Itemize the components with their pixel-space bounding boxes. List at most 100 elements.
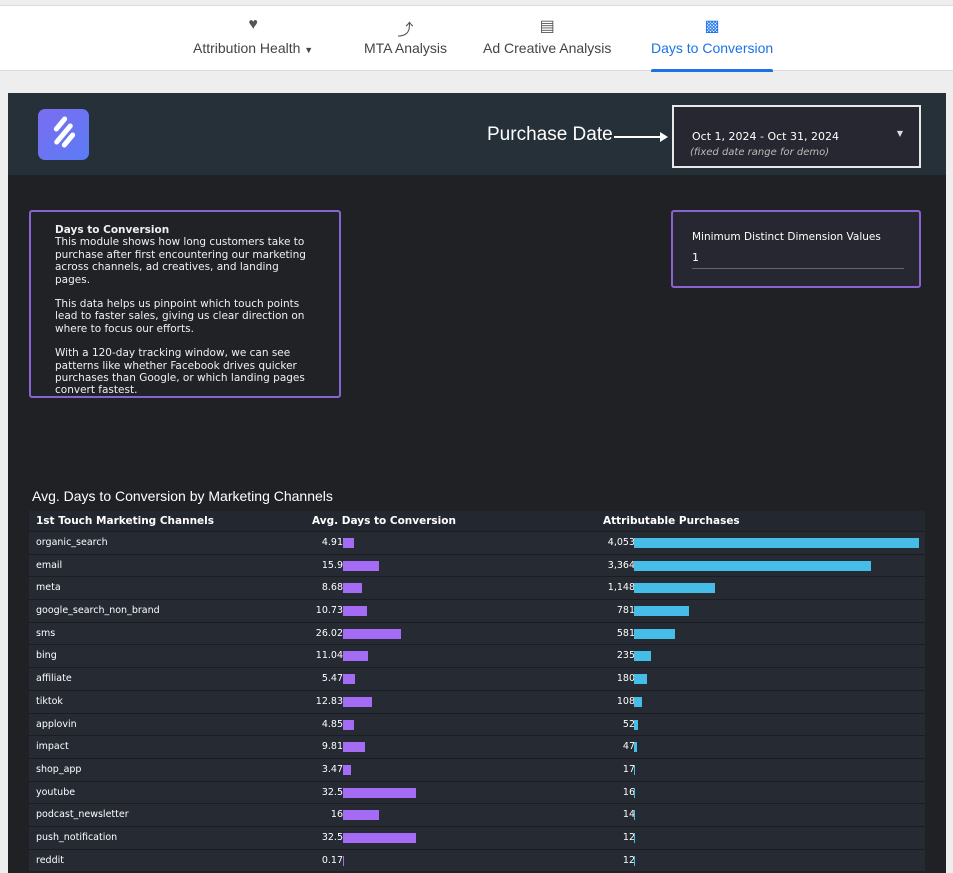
- description-box: Days to Conversion This module shows how…: [29, 210, 341, 398]
- days-bar: [343, 832, 416, 843]
- min-distinct-values-control[interactable]: Minimum Distinct Dimension Values 1: [671, 210, 921, 288]
- days-value: 11.04: [315, 650, 343, 662]
- arrow-right-icon: [614, 132, 668, 142]
- channel-name: shop_app: [36, 763, 82, 775]
- tab-ad-creative-analysis[interactable]: ▤ Ad Creative Analysis: [483, 18, 612, 56]
- table-row[interactable]: sms 26.02 581: [29, 621, 925, 645]
- purchases-value: 1,148: [607, 582, 635, 594]
- report-canvas: Purchase Date Oct 1, 2024 - Oct 31, 2024…: [8, 93, 946, 873]
- purchases-bar: [634, 855, 635, 866]
- days-bar: [343, 742, 366, 753]
- purchases-value: 235: [616, 650, 635, 662]
- channel-name: applovin: [36, 718, 77, 730]
- purchases-value: 4,053: [607, 537, 635, 548]
- days-value: 0.17: [321, 854, 343, 866]
- channel-name: bing: [36, 650, 57, 662]
- purchases-value: 52: [622, 718, 635, 730]
- purchases-value: 3,364: [607, 559, 635, 571]
- table-header: 1st Touch Marketing Channels Avg. Days t…: [29, 511, 925, 531]
- table-title: Avg. Days to Conversion by Marketing Cha…: [32, 488, 333, 504]
- table-row[interactable]: affiliate 5.47 180: [29, 667, 925, 690]
- purchases-bar: [634, 810, 635, 821]
- channels-table: 1st Touch Marketing Channels Avg. Days t…: [29, 511, 925, 872]
- channel-name: push_notification: [36, 831, 118, 843]
- channel-name: youtube: [36, 786, 76, 798]
- channel-name: google_search_non_brand: [36, 605, 160, 617]
- purchases-bar: [634, 538, 919, 548]
- purchases-bar: [634, 832, 635, 843]
- logo: [38, 109, 89, 160]
- table-row[interactable]: push_notification 32.5 12: [29, 825, 925, 849]
- days-value: 26.02: [315, 627, 343, 639]
- report-nav: ♥ Attribution Health ▼ ⤴ MTA Analysis ▤ …: [0, 5, 953, 72]
- tab-days-to-conversion[interactable]: ▩ Days to Conversion: [651, 16, 774, 72]
- tab-attribution-health[interactable]: ♥ Attribution Health ▼: [193, 16, 314, 56]
- days-value: 16: [330, 809, 343, 821]
- days-value: 15.9: [321, 559, 343, 571]
- purchases-bar: [634, 560, 871, 571]
- purchases-value: 14: [622, 809, 635, 821]
- days-bar: [343, 810, 379, 821]
- table-row[interactable]: meta 8.68 1,148: [29, 576, 925, 599]
- days-value: 12.83: [315, 695, 343, 707]
- purchases-bar: [634, 719, 638, 730]
- channel-name: meta: [36, 582, 61, 594]
- table-row[interactable]: youtube 32.5 16: [29, 780, 925, 804]
- days-bar: [343, 674, 356, 685]
- tab-mta-analysis[interactable]: ⤴ MTA Analysis: [364, 16, 447, 72]
- channel-name: tiktok: [36, 695, 63, 707]
- channel-name: sms: [36, 627, 56, 639]
- days-value: 32.5: [321, 831, 343, 843]
- table-row[interactable]: reddit 0.17 12: [29, 848, 925, 872]
- table-row[interactable]: google_search_non_brand 10.73 781: [29, 599, 925, 622]
- sparkline-icon: ⤴: [397, 22, 414, 39]
- channel-name: podcast_newsletter: [36, 809, 129, 821]
- column-header-purchases[interactable]: Attributable Purchases: [603, 515, 740, 527]
- purchases-value: 581: [616, 627, 635, 639]
- table-row[interactable]: email 15.9 3,364: [29, 553, 925, 577]
- days-value: 8.68: [321, 582, 343, 594]
- days-bar: [343, 628, 402, 639]
- purchases-bar: [634, 583, 715, 594]
- dropdown-arrow-icon: ▼: [896, 129, 903, 138]
- days-value: 32.5: [321, 786, 343, 798]
- purchases-value: 47: [622, 741, 635, 753]
- purchases-bar: [634, 787, 636, 798]
- days-value: 4.85: [321, 718, 343, 730]
- purchases-bar: [634, 674, 647, 685]
- purchases-value: 16: [622, 786, 635, 798]
- column-header-days[interactable]: Avg. Days to Conversion: [312, 515, 456, 527]
- channel-name: affiliate: [36, 673, 72, 685]
- days-bar: [343, 560, 379, 571]
- days-bar: [343, 855, 344, 866]
- table-row[interactable]: shop_app 3.47 17: [29, 757, 925, 781]
- table-row[interactable]: impact 9.81 47: [29, 735, 925, 758]
- days-bar: [343, 583, 363, 594]
- bar-chart-icon: ▤: [539, 18, 555, 35]
- date-range-picker[interactable]: Oct 1, 2024 - Oct 31, 2024 (fixed date r…: [672, 105, 921, 168]
- purchase-date-label: Purchase Date: [487, 124, 613, 145]
- days-value: 9.81: [321, 741, 343, 753]
- purchases-value: 17: [622, 763, 635, 775]
- purchases-bar: [634, 764, 636, 775]
- days-bar: [343, 606, 368, 617]
- table-row[interactable]: applovin 4.85 52: [29, 712, 925, 736]
- days-bar: [343, 696, 372, 707]
- purchases-bar: [634, 606, 689, 617]
- table-row[interactable]: tiktok 12.83 108: [29, 689, 925, 713]
- table-row[interactable]: organic_search 4.91 4,053: [29, 531, 925, 554]
- days-bar: [343, 719, 354, 730]
- purchases-value: 12: [622, 854, 635, 866]
- purchases-bar: [634, 628, 675, 639]
- table-row[interactable]: podcast_newsletter 16 14: [29, 803, 925, 826]
- channel-name: organic_search: [36, 537, 108, 548]
- column-header-channel[interactable]: 1st Touch Marketing Channels: [36, 515, 215, 527]
- days-value: 4.91: [321, 537, 343, 548]
- purchases-value: 108: [616, 695, 635, 707]
- purchases-value: 12: [622, 831, 635, 843]
- days-bar: [343, 538, 355, 548]
- days-value: 3.47: [321, 763, 343, 775]
- min-distinct-values-input[interactable]: 1: [692, 251, 904, 269]
- purchases-value: 781: [616, 605, 635, 617]
- table-row[interactable]: bing 11.04 235: [29, 644, 925, 667]
